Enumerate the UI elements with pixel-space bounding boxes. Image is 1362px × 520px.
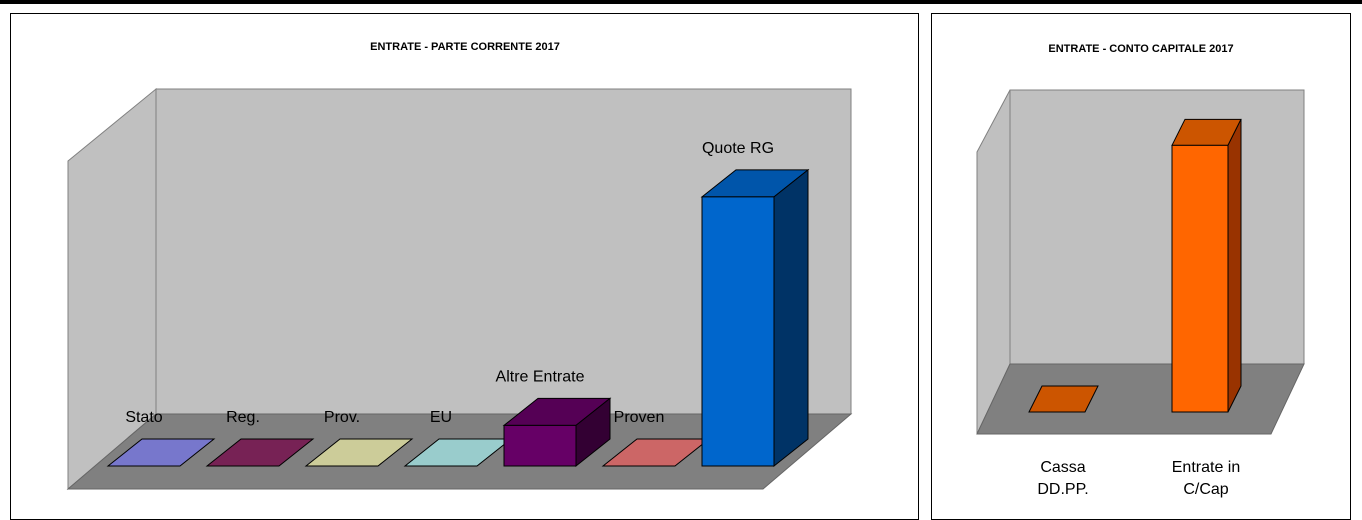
category-label-line: DD.PP. [1037,481,1088,498]
chart-title: ENTRATE - PARTE CORRENTE 2017 [370,41,560,53]
data-label: EU [430,409,452,426]
bar-reg [205,438,315,467]
category-label: Cassa DD.PP. [1037,459,1088,498]
bar-stato [106,438,216,467]
bar-side-face [773,168,809,468]
bar-side-face [1227,119,1242,413]
bar-prov [304,438,414,467]
data-label: Prov. [324,409,360,426]
category-label-line: Entrate in [1172,459,1240,476]
data-label: Quote RG [702,140,774,157]
chart-conto-capitale: ENTRATE - CONTO CAPITALE 2017 Cassa DD.PP… [976,43,1305,498]
top-rule [0,0,1362,4]
category-label: Entrate in C/Cap [1172,459,1240,498]
bar-top-face [304,438,414,467]
bar-cassa-dd-pp [1028,385,1099,413]
category-label-line: Cassa [1040,459,1085,476]
data-label: Altre Entrate [496,368,585,385]
bar-quote-rg [700,168,810,468]
chart-parte-corrente: ENTRATE - PARTE CORRENTE 2017 Stato Reg. P… [66,41,853,491]
bar-entrate-in-c-cap [1171,118,1242,413]
data-label: Reg. [226,409,260,426]
bar-front-face [1171,144,1229,413]
category-label-line: C/Cap [1183,481,1228,498]
back-wall [1009,89,1305,365]
bar-top-face [1028,385,1099,413]
chart-panel-parte-corrente: ENTRATE - PARTE CORRENTE 2017 Stato Reg. P… [10,13,919,520]
bar-top-face [205,438,315,467]
bar-altre-entrate [502,397,612,468]
data-label: Proven [614,409,665,426]
bar-top-face [106,438,216,467]
data-label: Stato [125,409,162,426]
floor [976,363,1305,435]
bar-front-face [503,424,577,467]
bar-front-face [701,196,775,467]
chart-title: ENTRATE - CONTO CAPITALE 2017 [1048,43,1233,55]
chart-panel-conto-capitale: ENTRATE - CONTO CAPITALE 2017 Cassa DD.PP… [931,13,1351,520]
